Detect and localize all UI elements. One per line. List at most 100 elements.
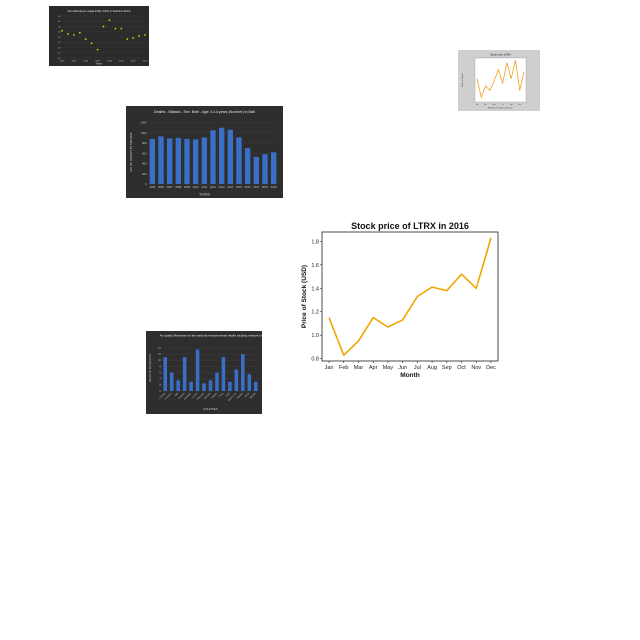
y-tick-label: 1.2: [311, 310, 319, 316]
x-tick-label: Sep: [442, 365, 452, 371]
bar: [189, 381, 193, 391]
x-tick-label: 2009: [107, 61, 113, 63]
x-tick-label: La Paz: [192, 393, 198, 399]
bar: [149, 138, 156, 184]
x-tick-label: May: [383, 365, 394, 371]
y-axis-label: NO. OF DEATHS BY MALARIA: [129, 132, 133, 171]
series-line: [476, 60, 525, 99]
y-tick-label: 12: [158, 354, 161, 356]
x-tick-label: 2006: [158, 185, 164, 189]
y-tick-label: 10: [58, 58, 61, 60]
x-tick-label: Cochise: [159, 392, 167, 400]
y-tick-label: 40: [58, 26, 61, 28]
y-tick-label: 600: [142, 151, 147, 155]
bar: [208, 380, 213, 391]
bar: [215, 372, 219, 391]
x-tick-label: 2008: [175, 185, 181, 189]
x-tick-label: Dec: [486, 365, 496, 371]
x-tick-label: 2018: [262, 185, 268, 189]
x-tick-label: May: [493, 104, 496, 106]
y-tick-label: 1.8: [311, 239, 319, 245]
x-tick-label: Graham: [178, 392, 186, 400]
scatter-point: [108, 19, 111, 22]
x-tick-label: Nov: [471, 365, 481, 371]
scatter-point: [102, 25, 105, 28]
x-tick-label: 2016: [245, 185, 251, 189]
bar: [210, 130, 216, 184]
y-tick-label: 800: [142, 141, 147, 145]
scatter-point: [138, 35, 140, 37]
ltrx-line-chart: Stock price of LTRX in 2016 Month Price of…: [301, 221, 499, 379]
x-axis-label: YEARS: [199, 193, 210, 197]
malaria-bar-chart: Deaths - Malaria - Sex: Both - Age: 5-14…: [126, 106, 283, 198]
x-tick-label: Oct: [457, 365, 466, 371]
x-tick-label: Greenlee: [183, 392, 192, 401]
x-tick-label: Maricopa: [196, 392, 205, 401]
x-tick-label: 2013: [219, 185, 225, 189]
x-tick-label: 2007: [95, 61, 101, 63]
x-tick-label: Feb: [339, 365, 348, 371]
y-tick-label: 1.0: [311, 333, 319, 339]
bar: [241, 354, 245, 391]
x-tick-label: Jun: [398, 365, 407, 371]
scatter-point: [90, 42, 93, 45]
x-tick-label: 2014: [227, 185, 233, 189]
x-axis-label: COUNTIES: [203, 407, 218, 411]
chart-title: Deaths - Malaria - Sex: Both - Age: 5-14…: [154, 110, 255, 114]
bar: [163, 357, 168, 391]
bar: [166, 138, 173, 184]
x-tick-label: 2019: [271, 185, 277, 189]
air-quality-bar-chart-panel: Air quality Measures on the national env…: [146, 331, 270, 414]
small-line-chart-panel: Stock price of IBX Month of month selecti…: [458, 50, 540, 111]
y-tick-label: 30: [58, 37, 61, 39]
air-quality-bar-chart: Air quality Measures on the national env…: [146, 331, 270, 414]
y-tick-label: 6: [160, 373, 162, 375]
x-tick-label: 2005: [83, 61, 89, 63]
y-tick-label: 1.6: [311, 263, 319, 269]
chart-title: Air quality Measures on the national env…: [160, 334, 262, 338]
scatter-point: [84, 38, 87, 40]
x-axis-label: Month: [400, 372, 420, 379]
scatter-point: [78, 31, 81, 34]
scatter-chart: Net child aid per capita (USD, 2017) in …: [49, 6, 149, 66]
x-tick-label: Sep: [510, 104, 513, 106]
x-tick-label: Pinal: [226, 392, 231, 397]
y-tick-label: 0: [145, 182, 147, 186]
scatter-point: [132, 37, 135, 39]
x-tick-label: 2017: [253, 185, 259, 189]
scatter-point: [120, 27, 123, 30]
x-tick-label: 2010: [193, 185, 199, 189]
y-tick-label: 14: [158, 348, 161, 350]
bar: [201, 137, 208, 184]
x-tick-label: 2007: [167, 185, 173, 189]
y-tick-label: 200: [142, 172, 147, 176]
bar: [253, 156, 260, 184]
y-tick-label: 35: [58, 32, 61, 34]
x-tick-label: Nov: [518, 104, 521, 106]
x-tick-label: Mohave: [204, 392, 211, 399]
x-tick-label: Apache: [249, 392, 257, 400]
bar: [244, 148, 251, 184]
x-tick-label: 2009: [184, 185, 190, 189]
x-tick-label: 2001: [60, 61, 66, 63]
y-tick-label: 10: [158, 360, 161, 362]
scatter-point: [96, 48, 99, 51]
x-tick-label: Yuma: [245, 392, 251, 398]
chart-title: Stock price of LTRX in 2016: [351, 221, 469, 231]
y-tick-label: 0.8: [311, 357, 319, 363]
x-tick-label: 2015: [143, 61, 149, 63]
bar: [262, 154, 268, 184]
bar: [169, 372, 174, 391]
bar: [218, 127, 225, 184]
chart-title: Stock price of IBX: [490, 53, 511, 57]
bar: [182, 357, 187, 391]
bar: [234, 369, 239, 391]
y-tick-label: 8: [160, 366, 162, 368]
bar: [158, 136, 164, 184]
y-tick-label: 1000: [141, 131, 147, 135]
y-tick-label: 400: [142, 162, 147, 166]
x-tick-label: 2011: [119, 61, 124, 63]
x-axis-label: Years: [96, 62, 103, 66]
y-tick-label: 0: [160, 391, 162, 393]
ltrx-line-chart-panel: Stock price of LTRX in 2016 Month Price of…: [298, 218, 504, 382]
